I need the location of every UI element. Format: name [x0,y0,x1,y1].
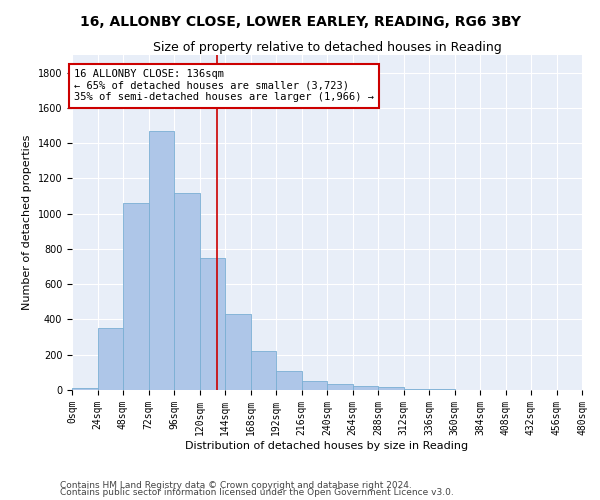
Text: Contains public sector information licensed under the Open Government Licence v3: Contains public sector information licen… [60,488,454,497]
Bar [225,314,251,390]
Title: Size of property relative to detached houses in Reading: Size of property relative to detached ho… [152,41,502,54]
Bar [251,351,276,390]
Bar [276,372,302,390]
Text: 16, ALLONBY CLOSE, LOWER EARLEY, READING, RG6 3BY: 16, ALLONBY CLOSE, LOWER EARLEY, READING… [79,15,521,29]
Bar [97,328,123,390]
Bar [404,389,429,390]
Bar [327,384,353,390]
Bar [174,192,199,390]
Text: Contains HM Land Registry data © Crown copyright and database right 2024.: Contains HM Land Registry data © Crown c… [60,480,412,490]
Bar [353,386,378,390]
Bar [302,381,327,390]
Y-axis label: Number of detached properties: Number of detached properties [22,135,32,310]
Bar [149,131,174,390]
X-axis label: Distribution of detached houses by size in Reading: Distribution of detached houses by size … [185,440,469,450]
Text: 16 ALLONBY CLOSE: 136sqm
← 65% of detached houses are smaller (3,723)
35% of sem: 16 ALLONBY CLOSE: 136sqm ← 65% of detach… [74,69,374,102]
Bar [123,203,149,390]
Bar [378,388,404,390]
Bar [72,388,97,390]
Bar [199,258,225,390]
